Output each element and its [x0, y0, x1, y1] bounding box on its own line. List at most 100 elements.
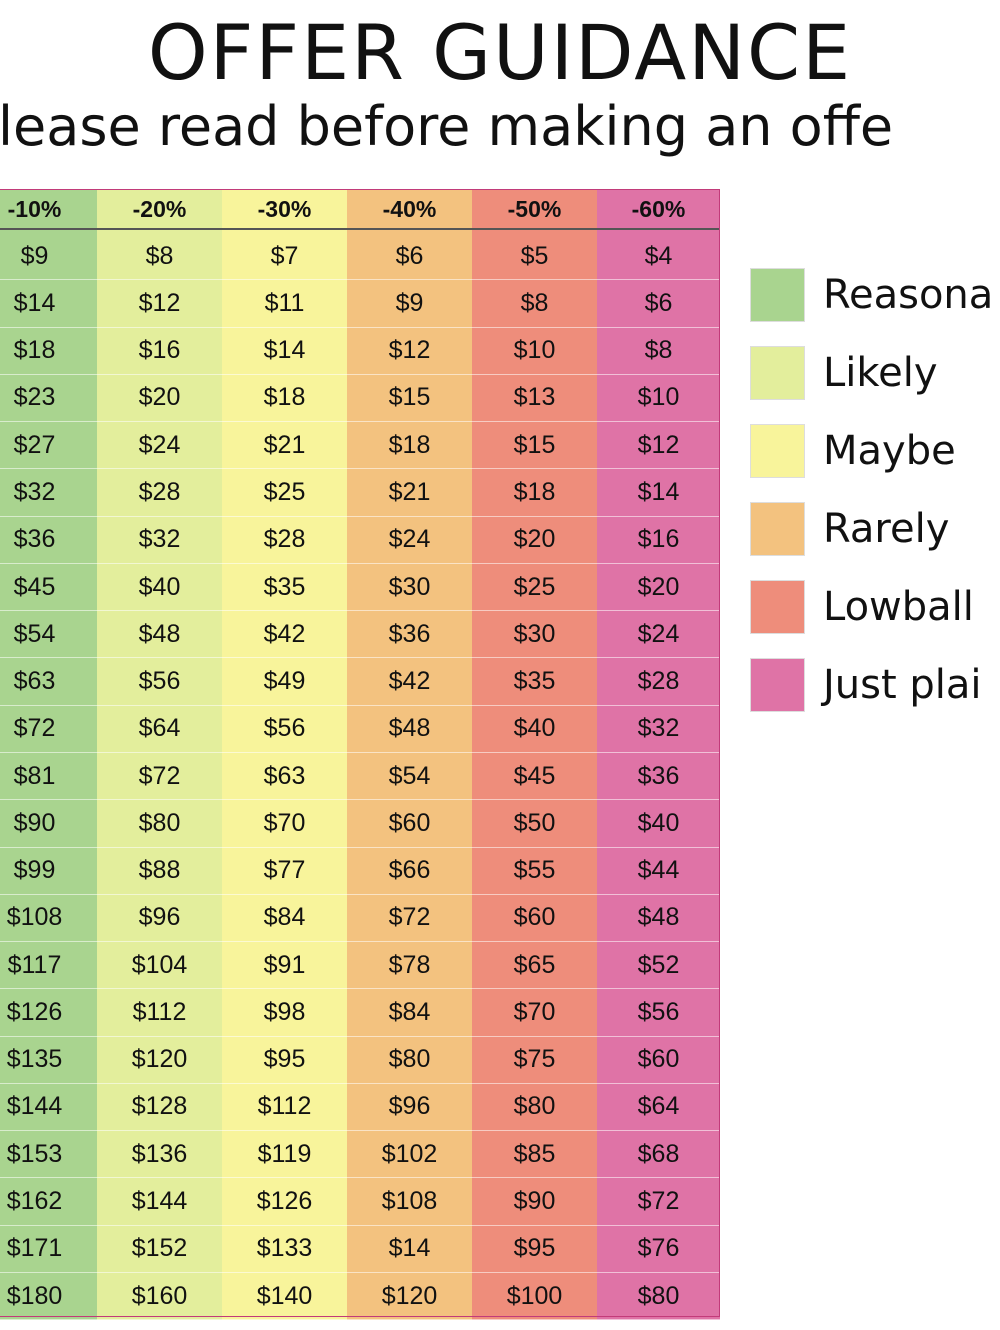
price-cell: $54 [347, 752, 472, 801]
column-header: -50% [472, 190, 597, 230]
price-cell: $99 [0, 847, 97, 895]
price-cell: $4 [597, 233, 720, 281]
price-cell: $8 [597, 327, 720, 375]
price-cell: $25 [472, 563, 597, 612]
price-cell: $36 [0, 516, 97, 564]
price-cell: $60 [347, 800, 472, 848]
column-gap [347, 230, 472, 233]
price-cell: $64 [597, 1083, 720, 1132]
price-cell: $40 [597, 800, 720, 848]
column-gap [222, 230, 347, 233]
legend-swatch [750, 580, 805, 634]
price-cell: $63 [0, 658, 97, 706]
legend-label: Just plai [823, 662, 982, 708]
column-header: -40% [347, 190, 472, 230]
price-cell: $12 [597, 422, 720, 470]
price-cell: $12 [347, 327, 472, 375]
price-cell: $90 [472, 1178, 597, 1226]
price-cell: $126 [0, 989, 97, 1037]
title: OFFER GUIDANCE [147, 8, 853, 97]
column-gap [472, 230, 597, 233]
price-cell: $21 [222, 422, 347, 470]
price-cell: $10 [597, 374, 720, 423]
price-cell: $136 [97, 1131, 222, 1179]
price-cell: $180 [0, 1272, 97, 1321]
price-cell: $54 [0, 611, 97, 659]
price-cell: $68 [597, 1131, 720, 1179]
price-cell: $35 [472, 658, 597, 706]
price-cell: $152 [97, 1225, 222, 1273]
price-cell: $77 [222, 847, 347, 895]
price-cell: $126 [222, 1178, 347, 1226]
price-cell: $44 [597, 847, 720, 895]
price-cell: $13 [472, 374, 597, 423]
price-cell: $15 [347, 374, 472, 423]
price-cell: $32 [97, 516, 222, 564]
column-header: -60% [597, 190, 720, 230]
price-cell: $16 [597, 516, 720, 564]
price-cell: $95 [222, 1036, 347, 1084]
price-cell: $70 [472, 989, 597, 1037]
price-cell: $49 [222, 658, 347, 706]
price-cell: $23 [0, 374, 97, 423]
price-cell: $84 [347, 989, 472, 1037]
price-cell: $10 [472, 327, 597, 375]
price-cell: $72 [347, 894, 472, 943]
legend-swatch [750, 424, 805, 478]
price-cell: $135 [0, 1036, 97, 1084]
price-cell: $63 [222, 752, 347, 801]
price-cell: $98 [222, 989, 347, 1037]
subtitle: lease read before making an offe [0, 95, 894, 158]
price-cell: $102 [347, 1131, 472, 1179]
price-cell: $18 [347, 422, 472, 470]
price-cell: $28 [597, 658, 720, 706]
price-cell: $16 [97, 327, 222, 375]
price-cell: $75 [472, 1036, 597, 1084]
price-cell: $36 [347, 611, 472, 659]
price-cell: $24 [597, 611, 720, 659]
price-cell: $48 [97, 611, 222, 659]
price-cell: $21 [347, 469, 472, 517]
price-cell: $6 [347, 233, 472, 281]
legend-swatch [750, 346, 805, 400]
column-gap [0, 230, 97, 233]
price-cell: $20 [597, 563, 720, 612]
price-cell: $120 [97, 1036, 222, 1084]
price-cell: $32 [0, 469, 97, 517]
price-cell: $35 [222, 563, 347, 612]
price-cell: $8 [97, 233, 222, 281]
legend-label: Likely [823, 350, 938, 396]
price-cell: $112 [222, 1083, 347, 1132]
price-cell: $60 [472, 894, 597, 943]
price-cell: $140 [222, 1272, 347, 1321]
legend-label: Maybe [823, 428, 956, 474]
price-cell: $42 [347, 658, 472, 706]
price-cell: $40 [472, 705, 597, 753]
price-cell: $80 [472, 1083, 597, 1132]
price-cell: $108 [0, 894, 97, 943]
price-cell: $18 [222, 374, 347, 423]
price-cell: $108 [347, 1178, 472, 1226]
price-cell: $153 [0, 1131, 97, 1179]
price-cell: $6 [597, 280, 720, 328]
price-cell: $18 [0, 327, 97, 375]
price-cell: $119 [222, 1131, 347, 1179]
price-cell: $50 [472, 800, 597, 848]
price-cell: $36 [597, 752, 720, 801]
price-cell: $12 [97, 280, 222, 328]
price-cell: $15 [472, 422, 597, 470]
price-cell: $66 [347, 847, 472, 895]
column-header: -20% [97, 190, 222, 230]
legend-label: Lowball [823, 584, 974, 630]
price-cell: $88 [97, 847, 222, 895]
price-cell: $25 [222, 469, 347, 517]
price-cell: $56 [97, 658, 222, 706]
price-cell: $48 [347, 705, 472, 753]
price-cell: $28 [97, 469, 222, 517]
price-cell: $96 [97, 894, 222, 943]
price-cell: $80 [597, 1272, 720, 1321]
price-cell: $45 [0, 563, 97, 612]
price-cell: $144 [97, 1178, 222, 1226]
price-cell: $95 [472, 1225, 597, 1273]
